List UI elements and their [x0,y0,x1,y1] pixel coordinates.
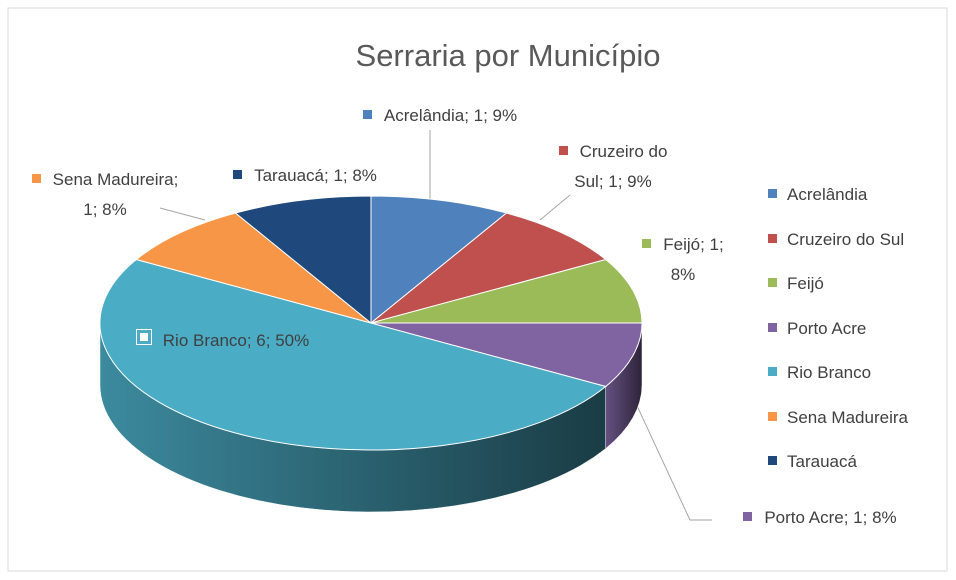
legend-swatch [768,367,777,376]
data-label: Cruzeiro do Sul; 1; 9% [552,137,674,197]
data-label-text: Rio Branco; 6; 50% [162,331,310,350]
label-key [135,329,152,345]
legend-label: Porto Acre [787,318,867,338]
data-label: Acrelândia; 1; 9% [330,101,550,131]
slice [135,212,372,324]
label-key [233,170,243,179]
legend-item: Tarauacá [768,452,857,472]
leader-lines [159,130,712,521]
legend-swatch [768,189,777,198]
legend-item: Porto Acre [768,319,866,339]
label-key [642,239,652,248]
data-label: Sena Madureira; 1; 8% [25,165,185,225]
slice [370,322,643,388]
slice [370,195,508,325]
data-label-text: Feijó; 1; 8% [663,235,724,284]
data-label: Rio Branco; 6; 50% [128,326,318,356]
legend-item: Sena Madureira [768,408,908,428]
data-label: Tarauacá; 1; 8% [205,161,405,191]
legend-swatch [768,411,777,421]
legend-item: Acrelândia [768,185,867,205]
slice [370,258,643,324]
chart-title: Serraria por Município [355,38,661,73]
label-key [362,110,372,119]
legend-label: Cruzeiro do Sul [787,229,905,249]
data-label-text: Acrelândia; 1; 9% [383,106,518,125]
legend-label: Tarauacá [787,452,857,471]
legend-swatch [768,278,777,287]
data-label: Feijó; 1; 8% [628,230,738,290]
legend-swatch [768,456,777,465]
data-label-text: Tarauacá; 1; 8% [254,166,377,185]
data-label-text: Cruzeiro do Sul; 1; 9% [574,142,668,191]
slice [99,258,607,451]
data-label-text: Sena Madureira; 1; 8% [52,170,179,219]
legend-swatch [768,322,777,332]
legend-label: Sena Madureira [787,407,908,427]
label-key [31,174,41,183]
data-label: Porto Acre; 1; 8% [710,503,930,533]
leader-line [631,394,712,521]
data-label-text: Porto Acre; 1; 8% [764,508,897,527]
legend-item: Rio Branco [768,363,871,383]
leader-line [539,194,571,221]
slice [234,195,372,325]
legend-item: Feijó [768,274,824,294]
pie [99,195,643,513]
leader-line [159,207,206,221]
legend-label: Rio Branco [787,363,872,382]
label-key [743,512,753,521]
legend-label: Feijó [787,274,824,293]
legend-swatch [768,233,777,243]
legend-label: Acrelândia [787,185,868,204]
legend-item: Cruzeiro do Sul [768,230,904,250]
slice [370,212,607,324]
label-key [558,146,568,155]
